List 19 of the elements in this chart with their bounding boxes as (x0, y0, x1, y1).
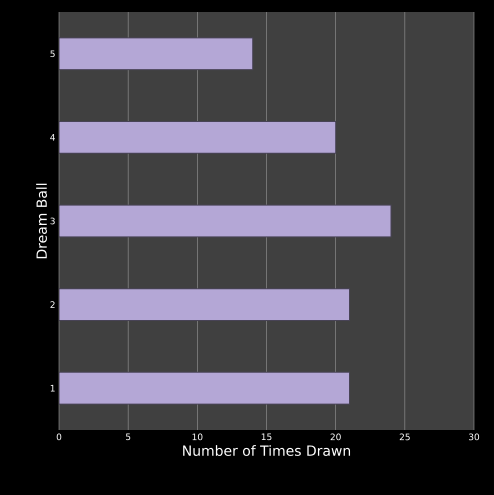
x-tick-label: 15 (262, 434, 272, 440)
y-axis-title: Dream Ball (36, 184, 47, 258)
x-tick-label: 20 (330, 434, 341, 440)
bar (59, 204, 392, 238)
x-axis-title: Number of Times Drawn (183, 445, 350, 456)
x-tick-label: 10 (192, 434, 202, 440)
bar (59, 37, 254, 70)
bar (59, 121, 336, 154)
y-tick-label: 4 (50, 134, 55, 141)
y-tick-label: 3 (50, 218, 55, 224)
y-tick-label: 5 (50, 50, 55, 58)
bar (59, 288, 350, 321)
y-tick-label: 1 (50, 384, 55, 392)
x-tick-label: 0 (56, 434, 62, 440)
x-tick-label: 5 (126, 434, 130, 440)
bar (59, 372, 350, 405)
y-tick-label: 2 (50, 301, 55, 308)
x-tick-label: 30 (468, 434, 480, 440)
x-tick-label: 25 (400, 434, 410, 440)
